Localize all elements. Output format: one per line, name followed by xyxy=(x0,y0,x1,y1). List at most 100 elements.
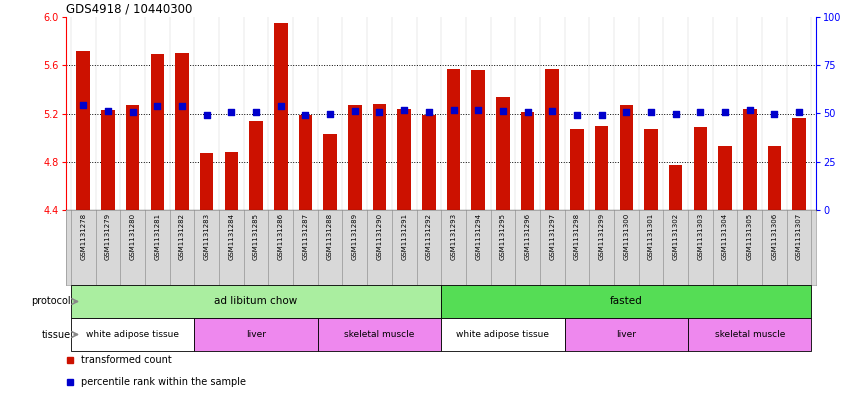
Bar xyxy=(743,109,756,210)
Point xyxy=(521,109,535,116)
Point xyxy=(250,109,263,116)
Text: GSM1131278: GSM1131278 xyxy=(80,213,86,260)
Text: GSM1131279: GSM1131279 xyxy=(105,213,111,260)
Bar xyxy=(688,318,811,351)
Text: white adipose tissue: white adipose tissue xyxy=(456,330,549,339)
Point xyxy=(151,103,164,109)
Point xyxy=(175,103,189,109)
Bar xyxy=(71,318,195,351)
Text: protocol: protocol xyxy=(31,296,71,307)
Bar xyxy=(224,152,239,210)
Text: GSM1131290: GSM1131290 xyxy=(376,213,382,260)
Bar xyxy=(102,110,115,210)
Text: GSM1131291: GSM1131291 xyxy=(401,213,407,260)
Bar xyxy=(274,23,288,210)
Bar xyxy=(318,318,442,351)
Point xyxy=(718,109,732,116)
Bar xyxy=(595,125,608,210)
Bar xyxy=(767,146,781,210)
Text: GSM1131294: GSM1131294 xyxy=(475,213,481,260)
Bar xyxy=(175,53,189,210)
Text: tissue: tissue xyxy=(41,329,71,340)
Text: GSM1131299: GSM1131299 xyxy=(599,213,605,260)
Bar xyxy=(718,146,732,210)
Text: liver: liver xyxy=(246,330,266,339)
Bar xyxy=(398,109,411,210)
Text: GDS4918 / 10440300: GDS4918 / 10440300 xyxy=(66,3,192,16)
Point xyxy=(274,103,288,109)
Bar xyxy=(373,104,387,210)
Text: ad libitum chow: ad libitum chow xyxy=(214,296,298,307)
Bar xyxy=(644,129,658,210)
Bar xyxy=(619,105,633,210)
Text: GSM1131301: GSM1131301 xyxy=(648,213,654,260)
Point xyxy=(126,109,140,116)
Point xyxy=(669,110,683,117)
Text: white adipose tissue: white adipose tissue xyxy=(86,330,179,339)
Text: GSM1131295: GSM1131295 xyxy=(500,213,506,260)
Point xyxy=(373,109,387,116)
Bar xyxy=(422,115,436,210)
Text: transformed count: transformed count xyxy=(81,355,172,365)
Text: GSM1131286: GSM1131286 xyxy=(277,213,283,260)
Bar xyxy=(250,121,263,210)
Text: GSM1131293: GSM1131293 xyxy=(451,213,457,260)
Bar xyxy=(442,285,811,318)
Text: GSM1131306: GSM1131306 xyxy=(772,213,777,260)
Point xyxy=(793,109,806,116)
Text: GSM1131300: GSM1131300 xyxy=(624,213,629,260)
Text: GSM1131305: GSM1131305 xyxy=(747,213,753,260)
Bar xyxy=(151,54,164,210)
Text: GSM1131304: GSM1131304 xyxy=(722,213,728,260)
Point xyxy=(447,107,460,113)
Bar xyxy=(126,105,140,210)
Text: GSM1131298: GSM1131298 xyxy=(574,213,580,260)
Bar xyxy=(669,165,683,210)
Bar xyxy=(471,70,485,210)
Text: skeletal muscle: skeletal muscle xyxy=(715,330,785,339)
Point xyxy=(595,112,608,118)
Point xyxy=(348,108,361,114)
Text: GSM1131283: GSM1131283 xyxy=(204,213,210,260)
Bar xyxy=(299,115,312,210)
Bar xyxy=(521,112,535,210)
Point xyxy=(76,102,90,108)
Text: GSM1131288: GSM1131288 xyxy=(327,213,333,260)
Text: GSM1131289: GSM1131289 xyxy=(352,213,358,260)
Bar xyxy=(496,97,509,210)
Text: GSM1131285: GSM1131285 xyxy=(253,213,259,260)
Point xyxy=(200,112,213,118)
Text: GSM1131302: GSM1131302 xyxy=(673,213,678,260)
Point xyxy=(323,110,337,117)
Bar xyxy=(71,285,442,318)
Bar xyxy=(195,318,318,351)
Point xyxy=(398,107,411,113)
Text: skeletal muscle: skeletal muscle xyxy=(344,330,415,339)
Point xyxy=(694,109,707,116)
Bar xyxy=(793,118,806,210)
Bar xyxy=(323,134,337,210)
Text: GSM1131296: GSM1131296 xyxy=(525,213,530,260)
Bar xyxy=(546,69,559,210)
Point xyxy=(619,109,633,116)
Point xyxy=(102,108,115,114)
Text: GSM1131307: GSM1131307 xyxy=(796,213,802,260)
Text: GSM1131284: GSM1131284 xyxy=(228,213,234,260)
Bar xyxy=(570,129,584,210)
Point xyxy=(299,112,312,118)
Point xyxy=(471,107,485,113)
Point xyxy=(224,109,238,116)
Text: percentile rank within the sample: percentile rank within the sample xyxy=(81,377,246,387)
Bar xyxy=(694,127,707,210)
Text: liver: liver xyxy=(617,330,636,339)
Text: GSM1131280: GSM1131280 xyxy=(129,213,135,260)
Point xyxy=(570,112,584,118)
Bar xyxy=(442,318,564,351)
Point xyxy=(422,109,436,116)
Bar xyxy=(200,153,213,210)
Point xyxy=(645,109,658,116)
Text: GSM1131297: GSM1131297 xyxy=(549,213,555,260)
Point xyxy=(767,110,781,117)
Bar xyxy=(348,105,361,210)
Bar xyxy=(447,69,460,210)
